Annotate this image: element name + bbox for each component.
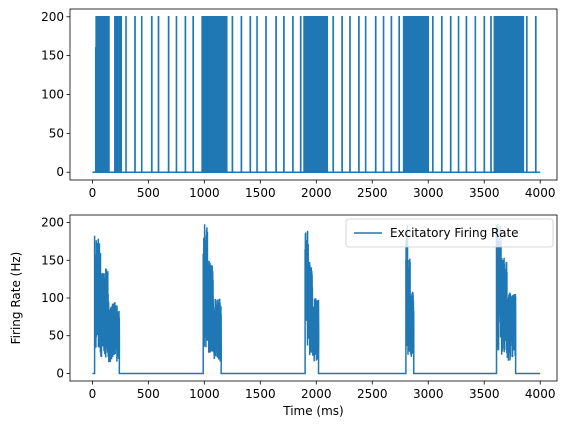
x-tick-label: 3000: [413, 186, 444, 200]
y-tick-label: 0: [56, 165, 64, 179]
x-tick-label: 2500: [357, 186, 388, 200]
x-tick-label: 3500: [469, 387, 500, 401]
x-tick-label: 500: [137, 186, 160, 200]
x-tick-label: 1000: [189, 387, 220, 401]
x-tick-label: 4000: [525, 387, 556, 401]
top-axes: 0 500 1000 1500 2000 2500 3000 3500 4000 0 50 100 15…: [41, 8, 558, 200]
x-tick-label: 1500: [245, 387, 276, 401]
x-tick-label: 3500: [469, 186, 500, 200]
x-tick-label: 0: [89, 186, 97, 200]
x-tick-label: 2000: [301, 186, 332, 200]
x-tick-label: 500: [137, 387, 160, 401]
y-tick-label: 50: [49, 329, 64, 343]
y-tick-label: 100: [41, 291, 64, 305]
y-tick-label: 200: [41, 10, 64, 24]
x-tick-label: 2500: [357, 387, 388, 401]
x-tick-label: 1000: [189, 186, 220, 200]
y-tick-label: 100: [41, 88, 64, 102]
x-tick-label: 2000: [301, 387, 332, 401]
top-series-line: [92, 16, 541, 173]
y-tick-label: 150: [41, 49, 64, 63]
y-tick-label: 200: [41, 216, 64, 230]
legend: Excitatory Firing Rate: [345, 218, 554, 248]
x-tick-label: 3000: [413, 387, 444, 401]
x-tick-label: 4000: [525, 186, 556, 200]
legend-label: Excitatory Firing Rate: [390, 226, 519, 240]
y-tick-label: 50: [49, 126, 64, 140]
bottom-axes: 0 500 1000 1500 2000 2500 3000 3500 4000 0 50 100 15…: [9, 214, 558, 418]
x-axis-label: Time (ms): [282, 404, 344, 418]
excitatory-firing-rate-line: [92, 223, 541, 375]
y-tick-label: 150: [41, 253, 64, 267]
x-tick-label: 1500: [245, 186, 276, 200]
x-tick-label: 0: [89, 387, 97, 401]
y-axis-label: Firing Rate (Hz): [9, 252, 23, 345]
y-tick-label: 0: [56, 366, 64, 380]
